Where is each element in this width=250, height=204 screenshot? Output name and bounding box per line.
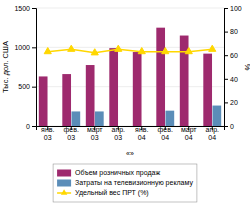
- legend-frame: [53, 164, 197, 202]
- tick-label: 1500: [14, 5, 30, 12]
- legend-item: Удельный вес ПРТ (%): [57, 189, 149, 197]
- tick-mark: [32, 8, 36, 9]
- marker: [162, 48, 169, 54]
- bar: [62, 74, 71, 126]
- marker: [138, 48, 145, 54]
- marker: [44, 48, 51, 54]
- legend-item: Объем розничных продаж: [57, 169, 160, 177]
- tick: янв.03: [41, 126, 54, 141]
- tick-label: фев.04: [158, 126, 173, 141]
- legend-label: Удельный вес ПРТ (%): [75, 189, 149, 197]
- marker: [91, 49, 98, 55]
- bar: [39, 76, 48, 126]
- tick: 0: [26, 123, 36, 130]
- legend-item: Затраты на телевизионную рекламу: [57, 179, 193, 187]
- tick: 500: [18, 83, 36, 90]
- tick-label: 60: [230, 52, 238, 59]
- legend-swatch: [61, 189, 67, 195]
- tick: апр.03: [111, 126, 125, 141]
- tick-label: апр.04: [205, 126, 219, 141]
- marker: [185, 48, 192, 54]
- tick: март03: [87, 126, 103, 141]
- legend-label: Объем розничных продаж: [75, 169, 160, 177]
- tick: фев.03: [64, 126, 79, 141]
- tick-label: 100: [230, 5, 242, 12]
- bar: [133, 52, 142, 126]
- tick: март04: [181, 126, 197, 141]
- marks: [39, 28, 221, 126]
- tick-label: 0: [230, 123, 234, 130]
- tick-mark: [224, 8, 228, 9]
- bar-series: [71, 106, 221, 126]
- bar-series: [39, 28, 212, 126]
- grid-line: [36, 47, 224, 48]
- tick-label: 500: [18, 83, 30, 90]
- tick-label: янв.03: [41, 126, 54, 141]
- legend-label: Затраты на телевизионную рекламу: [75, 179, 193, 187]
- tick-label: 0: [26, 123, 30, 130]
- tick: апр.04: [205, 126, 219, 141]
- tick: 1500: [14, 5, 36, 12]
- legend-swatch: [57, 180, 71, 187]
- bar: [165, 111, 174, 126]
- axis-line: [32, 9, 37, 127]
- tick-label: 1000: [14, 44, 30, 51]
- bar: [180, 36, 189, 126]
- tick-mark: [32, 126, 36, 127]
- y-axis: 0 500 1000 1500: [14, 5, 36, 130]
- tick-mark: [224, 102, 228, 103]
- tick-label: фев.03: [64, 126, 79, 141]
- tick-mark: [32, 47, 36, 48]
- tick-label: апр.03: [111, 126, 125, 141]
- tick: фев.04: [158, 126, 173, 141]
- tick: 100: [224, 5, 242, 12]
- marker: [115, 45, 122, 51]
- tick-label: 20: [230, 99, 238, 106]
- axis-line: [225, 9, 229, 127]
- tick-label: март03: [87, 126, 103, 141]
- axis-title: Тыс. дол. США: [1, 41, 10, 93]
- annotation: «»: [126, 150, 134, 157]
- tick-label: 80: [230, 28, 238, 35]
- tick-mark: [224, 32, 228, 33]
- tick: 20: [224, 99, 238, 106]
- bar: [71, 111, 80, 126]
- bar: [156, 28, 165, 126]
- bar: [95, 111, 104, 126]
- tick: 1000: [14, 44, 36, 51]
- legend-swatch: [57, 170, 71, 177]
- tick-label: март04: [181, 126, 197, 141]
- tick: янв.04: [135, 126, 148, 141]
- bar: [203, 54, 212, 126]
- grid: [36, 8, 224, 126]
- legend: Объем розничных продаж Затраты на телевиз…: [53, 164, 197, 202]
- y2-axis: 0 20 40 60 80 100: [224, 5, 242, 130]
- marker: [209, 45, 216, 51]
- axis-title: %: [243, 64, 250, 71]
- tick-mark: [224, 55, 228, 56]
- tick: 80: [224, 28, 238, 35]
- bar: [109, 48, 118, 126]
- chart: 0 500 1000 1500 0 20 40 60 80 100 янв.03 фев.03 март…: [0, 0, 250, 204]
- bar: [86, 65, 95, 126]
- grid-line: [36, 8, 224, 9]
- tick: 40: [224, 76, 238, 83]
- x-axis: янв.03 фев.03 март03 апр.03 янв.04 фев.04 март…: [37, 126, 225, 141]
- tick-mark: [32, 87, 36, 88]
- bar: [212, 106, 221, 126]
- marker: [68, 45, 75, 51]
- tick-label: 40: [230, 76, 238, 83]
- plot: 0 500 1000 1500 0 20 40 60 80 100 янв.03 фев.03 март…: [1, 5, 250, 157]
- tick-label: янв.04: [135, 126, 148, 141]
- tick-mark: [224, 79, 228, 80]
- tick: 60: [224, 52, 238, 59]
- tick: 0: [224, 123, 234, 130]
